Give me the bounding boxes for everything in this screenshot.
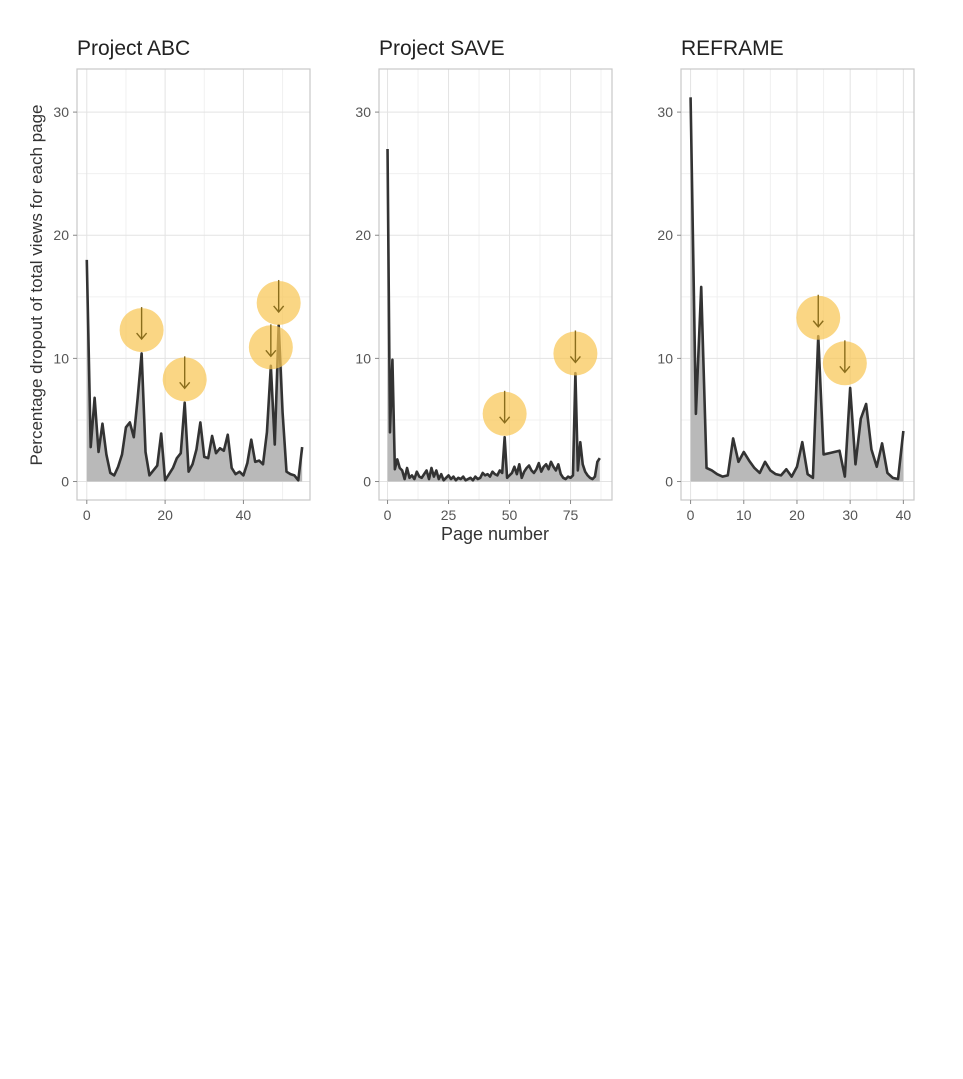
highlight-marker xyxy=(822,340,867,386)
x-tick-label: 25 xyxy=(441,507,457,523)
down-arrow-icon xyxy=(839,365,851,374)
x-tick-label: 0 xyxy=(384,507,392,523)
y-tick-label: 0 xyxy=(61,474,69,490)
y-tick-label: 30 xyxy=(657,104,673,120)
highlight-marker xyxy=(553,330,598,376)
dropout-area xyxy=(86,259,303,482)
y-tick-label: 20 xyxy=(657,227,673,243)
y-tick-label: 10 xyxy=(355,350,371,366)
dropout-line xyxy=(386,149,601,482)
panel-2: Project SAVE 0 10 20 30 0 25 50 75 xyxy=(355,37,613,523)
down-arrow-icon xyxy=(812,320,824,328)
highlight-marker xyxy=(482,390,527,436)
highlight-marker xyxy=(162,356,207,402)
y-tick-label: 10 xyxy=(657,350,673,366)
highlight-marker xyxy=(119,307,164,353)
dropout-line xyxy=(85,259,304,482)
y-tick-label: 0 xyxy=(363,474,371,490)
highlight-marker xyxy=(796,294,841,340)
panel-1: Project ABC 0 10 20 30 0 20 40 xyxy=(53,37,311,523)
x-tick-label: 20 xyxy=(157,507,173,523)
highlight-marker xyxy=(256,279,301,325)
y-axis-label: Percentage dropout of total views for ea… xyxy=(27,104,46,465)
down-arrow-icon xyxy=(136,332,148,341)
down-arrow-icon xyxy=(499,416,511,424)
panel-border xyxy=(680,68,915,501)
y-tick-label: 20 xyxy=(53,227,69,243)
y-tick-label: 30 xyxy=(53,104,69,120)
panel-border xyxy=(76,68,311,501)
panel-title: REFRAME xyxy=(681,37,784,60)
panel-title: Project SAVE xyxy=(379,37,505,60)
x-tick-label: 50 xyxy=(502,507,518,523)
x-tick-label: 75 xyxy=(563,507,579,523)
x-tick-label: 0 xyxy=(83,507,91,523)
x-tick-label: 40 xyxy=(236,507,252,523)
highlight-marker xyxy=(248,324,293,370)
y-tick-label: 0 xyxy=(665,474,673,490)
down-arrow-icon xyxy=(265,349,277,358)
x-tick-label: 20 xyxy=(789,507,805,523)
panels: Project ABC 0 10 20 30 0 20 40 Project SAVE 0 10 20… xyxy=(53,37,915,523)
panel-3: REFRAME 0 10 20 30 0 10 20 30 40 xyxy=(657,37,915,523)
x-tick-label: 40 xyxy=(896,507,912,523)
down-arrow-icon xyxy=(273,305,285,314)
y-tick-label: 10 xyxy=(53,350,69,366)
y-tick-label: 30 xyxy=(355,104,371,120)
panel-border xyxy=(378,68,613,501)
y-tick-label: 20 xyxy=(355,227,371,243)
x-axis-label: Page number xyxy=(441,524,549,544)
panel-title: Project ABC xyxy=(77,37,190,60)
x-tick-label: 10 xyxy=(736,507,752,523)
x-tick-label: 0 xyxy=(687,507,695,523)
down-arrow-icon xyxy=(179,381,191,390)
x-tick-label: 30 xyxy=(842,507,858,523)
panel-background xyxy=(681,69,914,500)
dropout-line xyxy=(689,97,905,481)
down-arrow-icon xyxy=(569,356,581,364)
